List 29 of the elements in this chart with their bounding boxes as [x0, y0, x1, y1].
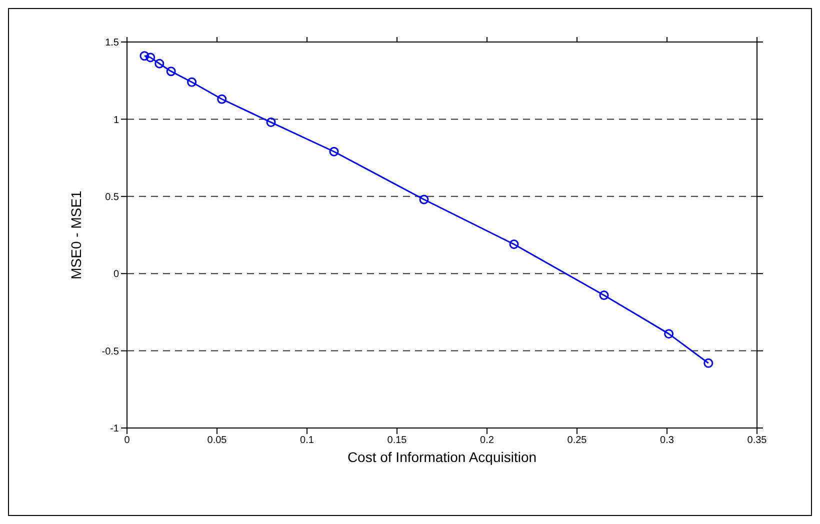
- point: [140, 51, 150, 61]
- x-tick-label: 0.35: [747, 435, 768, 446]
- x-axis-title: Cost of Information Acquisition: [347, 449, 537, 465]
- x-tick-label: 0: [124, 435, 130, 446]
- point: [154, 58, 164, 68]
- y-tick-label: 1: [113, 114, 120, 126]
- point: [704, 358, 714, 368]
- point: [664, 329, 674, 339]
- y-tick-label: 1.5: [105, 38, 120, 49]
- point: [146, 52, 156, 62]
- y-tick-label: 0: [113, 269, 120, 280]
- y-tick-label: 0.5: [105, 192, 120, 203]
- x-tick-label: 0.05: [207, 435, 228, 446]
- y-axis-title: MSE0 - MSE1: [68, 190, 84, 280]
- x-tick-label: 0.2: [480, 435, 494, 446]
- y-tick-label: -1: [110, 424, 120, 435]
- point: [217, 94, 227, 104]
- x-tick-label: 0.1: [300, 435, 314, 446]
- point: [329, 146, 339, 156]
- x-tick-label: 0.15: [387, 435, 408, 446]
- point: [166, 66, 176, 76]
- x-tick-label: 0.3: [660, 435, 674, 446]
- point: [266, 118, 276, 128]
- point: [509, 240, 519, 250]
- y-tick-label: -0.5: [102, 346, 120, 358]
- x-tick-label: 0.25: [567, 435, 588, 446]
- point: [599, 290, 609, 300]
- point: [419, 194, 429, 204]
- point: [187, 77, 197, 87]
